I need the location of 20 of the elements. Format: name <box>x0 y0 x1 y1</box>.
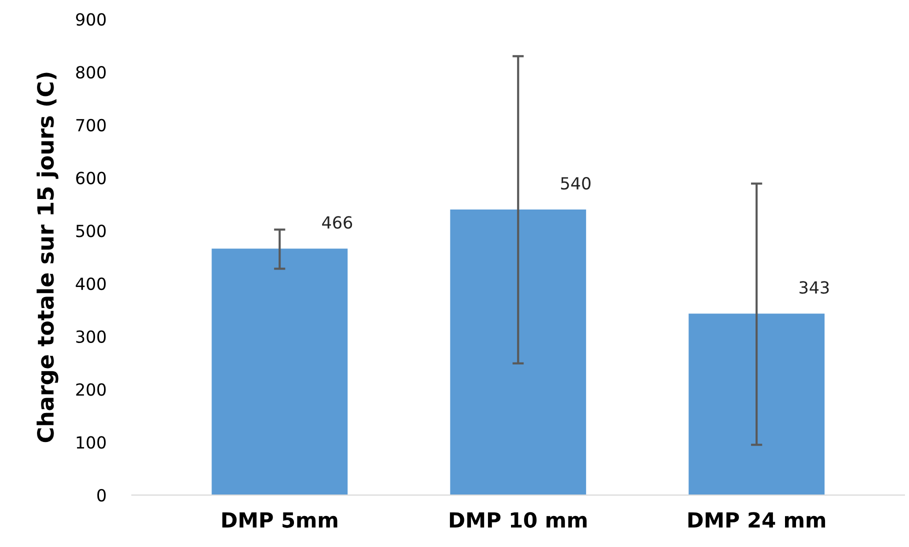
y-tick-label: 0 <box>97 488 106 502</box>
x-tick-label: DMP 24 mm <box>688 512 826 528</box>
y-tick-label: 600 <box>76 172 106 184</box>
y-axis-title: Charge totale sur 15 jours (C) <box>36 72 58 442</box>
data-label: 343 <box>800 281 829 294</box>
y-tick-label: 700 <box>76 118 106 132</box>
y-tick-label: 500 <box>76 224 106 238</box>
y-tick-label: 900 <box>76 13 106 26</box>
y-tick-label: 400 <box>76 277 106 290</box>
bar <box>212 248 348 496</box>
data-label: 466 <box>322 216 352 229</box>
bar <box>450 210 586 496</box>
data-label: 540 <box>561 177 590 190</box>
bar <box>688 314 825 496</box>
y-tick-label: 300 <box>76 330 106 343</box>
x-tick-label: DMP 5mm <box>222 512 338 528</box>
x-tick-label: DMP 10 mm <box>450 512 587 528</box>
y-tick-label: 200 <box>76 383 106 396</box>
y-tick-label: 100 <box>76 436 106 449</box>
y-tick-label: 800 <box>76 66 106 79</box>
